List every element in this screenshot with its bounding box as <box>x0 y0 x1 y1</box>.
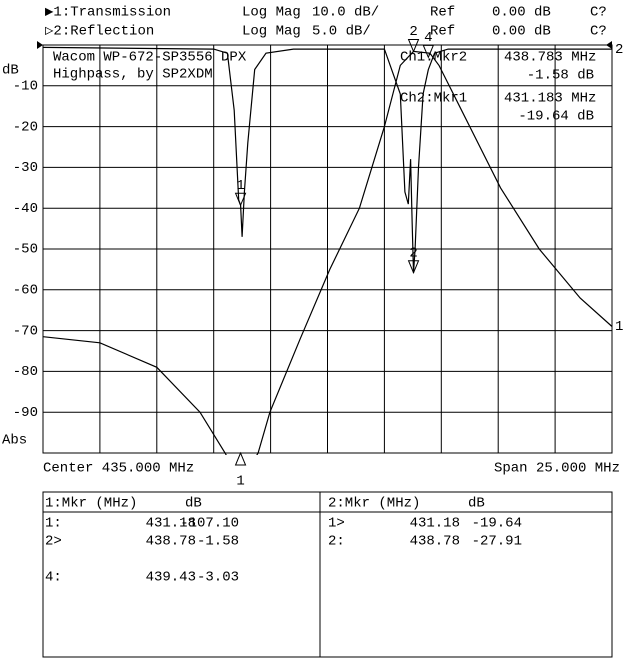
trace-label: 2 <box>615 42 623 58</box>
ref-indicator <box>37 41 43 49</box>
table-cell: -107.10 <box>180 516 239 532</box>
channel-header: Ref <box>430 5 455 21</box>
table-cell: 438.78 <box>410 534 460 550</box>
y-tick-label: -40 <box>13 201 38 217</box>
table-cell: -19.64 <box>472 516 522 532</box>
y-tick-label: -70 <box>13 323 38 339</box>
y-tick-label: -50 <box>13 242 38 258</box>
annotation: Highpass, by SP2XDM <box>53 67 213 83</box>
channel-header: C? <box>590 24 607 40</box>
marker <box>234 451 247 466</box>
span-label: Span 25.000 MHz <box>494 461 620 477</box>
marker-label: 2 <box>409 245 417 261</box>
channel-header: ▷2:Reflection <box>45 24 154 40</box>
center-label: Center 435.000 MHz <box>43 461 194 477</box>
table-cell: -3.03 <box>197 570 239 586</box>
readout-freq: 431.183 MHz <box>504 91 596 107</box>
y-tick-label: -90 <box>13 405 38 421</box>
marker-label: 2 <box>409 24 417 40</box>
table-header: 1:Mkr (MHz) <box>45 496 137 512</box>
table-header: 2:Mkr (MHz) <box>328 496 420 512</box>
table-cell: 438.78 <box>146 534 196 550</box>
ref-indicator <box>606 41 612 49</box>
channel-header: Log Mag <box>242 5 301 21</box>
marker <box>407 38 420 53</box>
channel-header: Log Mag <box>242 24 301 40</box>
channel-header: 10.0 dB/ <box>312 5 379 21</box>
marker <box>407 260 420 275</box>
channel-header: ▶1:Transmission <box>45 5 171 21</box>
y-bottom-label: Abs <box>2 433 27 449</box>
table-header: dB <box>185 496 202 512</box>
marker <box>422 44 435 59</box>
table-cell: 4: <box>45 570 62 586</box>
marker-label: 4 <box>424 30 432 46</box>
y-tick-label: -80 <box>13 364 38 380</box>
channel-header: 0.00 dB <box>492 24 551 40</box>
readout-freq: 438.783 MHz <box>504 50 596 66</box>
readout-value: -1.58 dB <box>527 68 594 84</box>
table-cell: 439.43 <box>146 570 196 586</box>
y-tick-label: -30 <box>13 160 38 176</box>
y-tick-label: -20 <box>13 119 38 135</box>
trace-label: 1 <box>615 319 623 335</box>
y-unit: dB <box>2 63 19 79</box>
table-cell: 431.18 <box>146 516 196 532</box>
table-cell: -27.91 <box>472 534 522 550</box>
table-header: dB <box>468 496 485 512</box>
channel-header: Ref <box>430 24 455 40</box>
table-cell: 2: <box>328 534 345 550</box>
table-cell: 1: <box>45 516 62 532</box>
table-cell: 1> <box>328 516 345 532</box>
annotation: Wacom WP-672-SP3556 DPX <box>53 50 247 66</box>
y-tick-label: -60 <box>13 283 38 299</box>
channel-header: 5.0 dB/ <box>312 24 371 40</box>
marker-label: 1 <box>236 178 244 194</box>
channel-header: C? <box>590 5 607 21</box>
channel-header: 0.00 dB <box>492 5 551 21</box>
marker <box>234 192 247 207</box>
table-cell: 2> <box>45 534 62 550</box>
table-cell: -1.58 <box>197 534 239 550</box>
marker-label: 1 <box>236 474 244 490</box>
marker-table-frame <box>42 491 613 658</box>
readout-value: -19.64 dB <box>518 109 594 125</box>
y-tick-label: -10 <box>13 79 38 95</box>
table-cell: 431.18 <box>410 516 460 532</box>
readout-label: Ch2:Mkr1 <box>400 91 467 107</box>
trace <box>43 50 613 455</box>
